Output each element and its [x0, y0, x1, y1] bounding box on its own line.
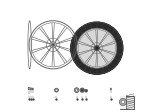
Circle shape: [95, 46, 99, 50]
FancyBboxPatch shape: [110, 88, 111, 90]
FancyBboxPatch shape: [32, 88, 33, 90]
FancyBboxPatch shape: [28, 87, 29, 90]
Circle shape: [70, 22, 123, 74]
Circle shape: [80, 88, 84, 92]
Circle shape: [119, 98, 127, 106]
Circle shape: [50, 42, 56, 48]
Circle shape: [52, 44, 54, 46]
Bar: [120, 96, 126, 109]
Circle shape: [76, 89, 78, 91]
Circle shape: [77, 28, 117, 68]
FancyBboxPatch shape: [30, 88, 32, 90]
Circle shape: [56, 89, 57, 91]
Circle shape: [94, 46, 99, 51]
Circle shape: [54, 88, 59, 92]
Circle shape: [51, 43, 55, 47]
Circle shape: [74, 88, 79, 93]
Circle shape: [85, 89, 88, 92]
Circle shape: [121, 100, 125, 104]
Circle shape: [81, 89, 84, 91]
Circle shape: [85, 90, 87, 92]
FancyBboxPatch shape: [120, 96, 134, 109]
